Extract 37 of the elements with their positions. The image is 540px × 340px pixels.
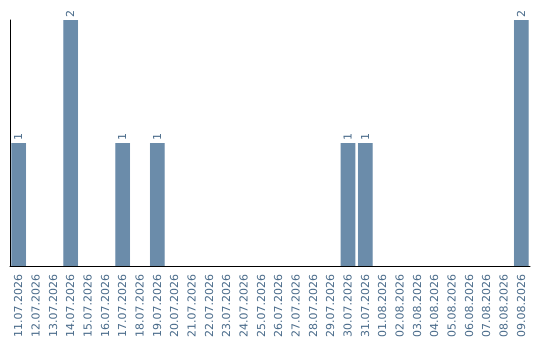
x-tick-label: 26.07.2026 bbox=[272, 274, 286, 338]
data-label: 1 bbox=[342, 133, 354, 140]
data-label: 1 bbox=[12, 133, 26, 140]
x-tick-label: 04.08.2026 bbox=[428, 274, 442, 338]
x-tick-label: 07.08.2026 bbox=[480, 274, 494, 338]
x-tick-label: 13.07.2026 bbox=[46, 274, 60, 338]
x-tick-label: 27.07.2026 bbox=[290, 274, 302, 338]
x-tick-label: 11.07.2026 bbox=[12, 274, 26, 338]
x-tick-label: 09.08.2026 bbox=[514, 274, 528, 338]
x-tick-label: 28.07.2026 bbox=[306, 274, 320, 338]
x-tick-label: 08.08.2026 bbox=[498, 274, 510, 338]
x-tick-label: 15.07.2026 bbox=[82, 274, 94, 338]
x-tick-label: 31.07.2026 bbox=[358, 274, 372, 338]
data-label: 1 bbox=[358, 133, 372, 140]
x-tick-label: 01.08.2026 bbox=[376, 274, 390, 338]
x-tick-label: 06.08.2026 bbox=[462, 274, 476, 338]
data-label: 1 bbox=[116, 133, 130, 140]
data-label: 2 bbox=[514, 10, 528, 17]
x-tick-label: 22.07.2026 bbox=[202, 274, 216, 338]
data-label: 2 bbox=[64, 10, 78, 17]
x-tick-label: 17.07.2026 bbox=[116, 274, 130, 338]
x-tick-label: 29.07.2026 bbox=[324, 274, 338, 338]
x-tick-label: 30.07.2026 bbox=[342, 274, 354, 338]
x-tick-label: 25.07.2026 bbox=[254, 274, 268, 338]
x-tick-label: 12.07.2026 bbox=[30, 274, 42, 338]
x-tick-label: 20.07.2026 bbox=[168, 274, 182, 338]
x-tick-label: 19.07.2026 bbox=[150, 274, 164, 338]
x-tick-label: 14.07.2026 bbox=[64, 274, 78, 338]
x-tick-label: 03.08.2026 bbox=[410, 274, 424, 338]
x-tick-label: 16.07.2026 bbox=[98, 274, 112, 338]
x-tick-label: 21.07.2026 bbox=[186, 274, 198, 338]
x-tick-label: 18.07.2026 bbox=[134, 274, 146, 338]
x-tick-label: 23.07.2026 bbox=[220, 274, 234, 338]
x-tick-label: 05.08.2026 bbox=[446, 274, 458, 338]
x-tick-label: 24.07.2026 bbox=[238, 274, 250, 338]
data-label: 1 bbox=[150, 133, 164, 140]
x-tick-label: 02.08.2026 bbox=[394, 274, 406, 338]
